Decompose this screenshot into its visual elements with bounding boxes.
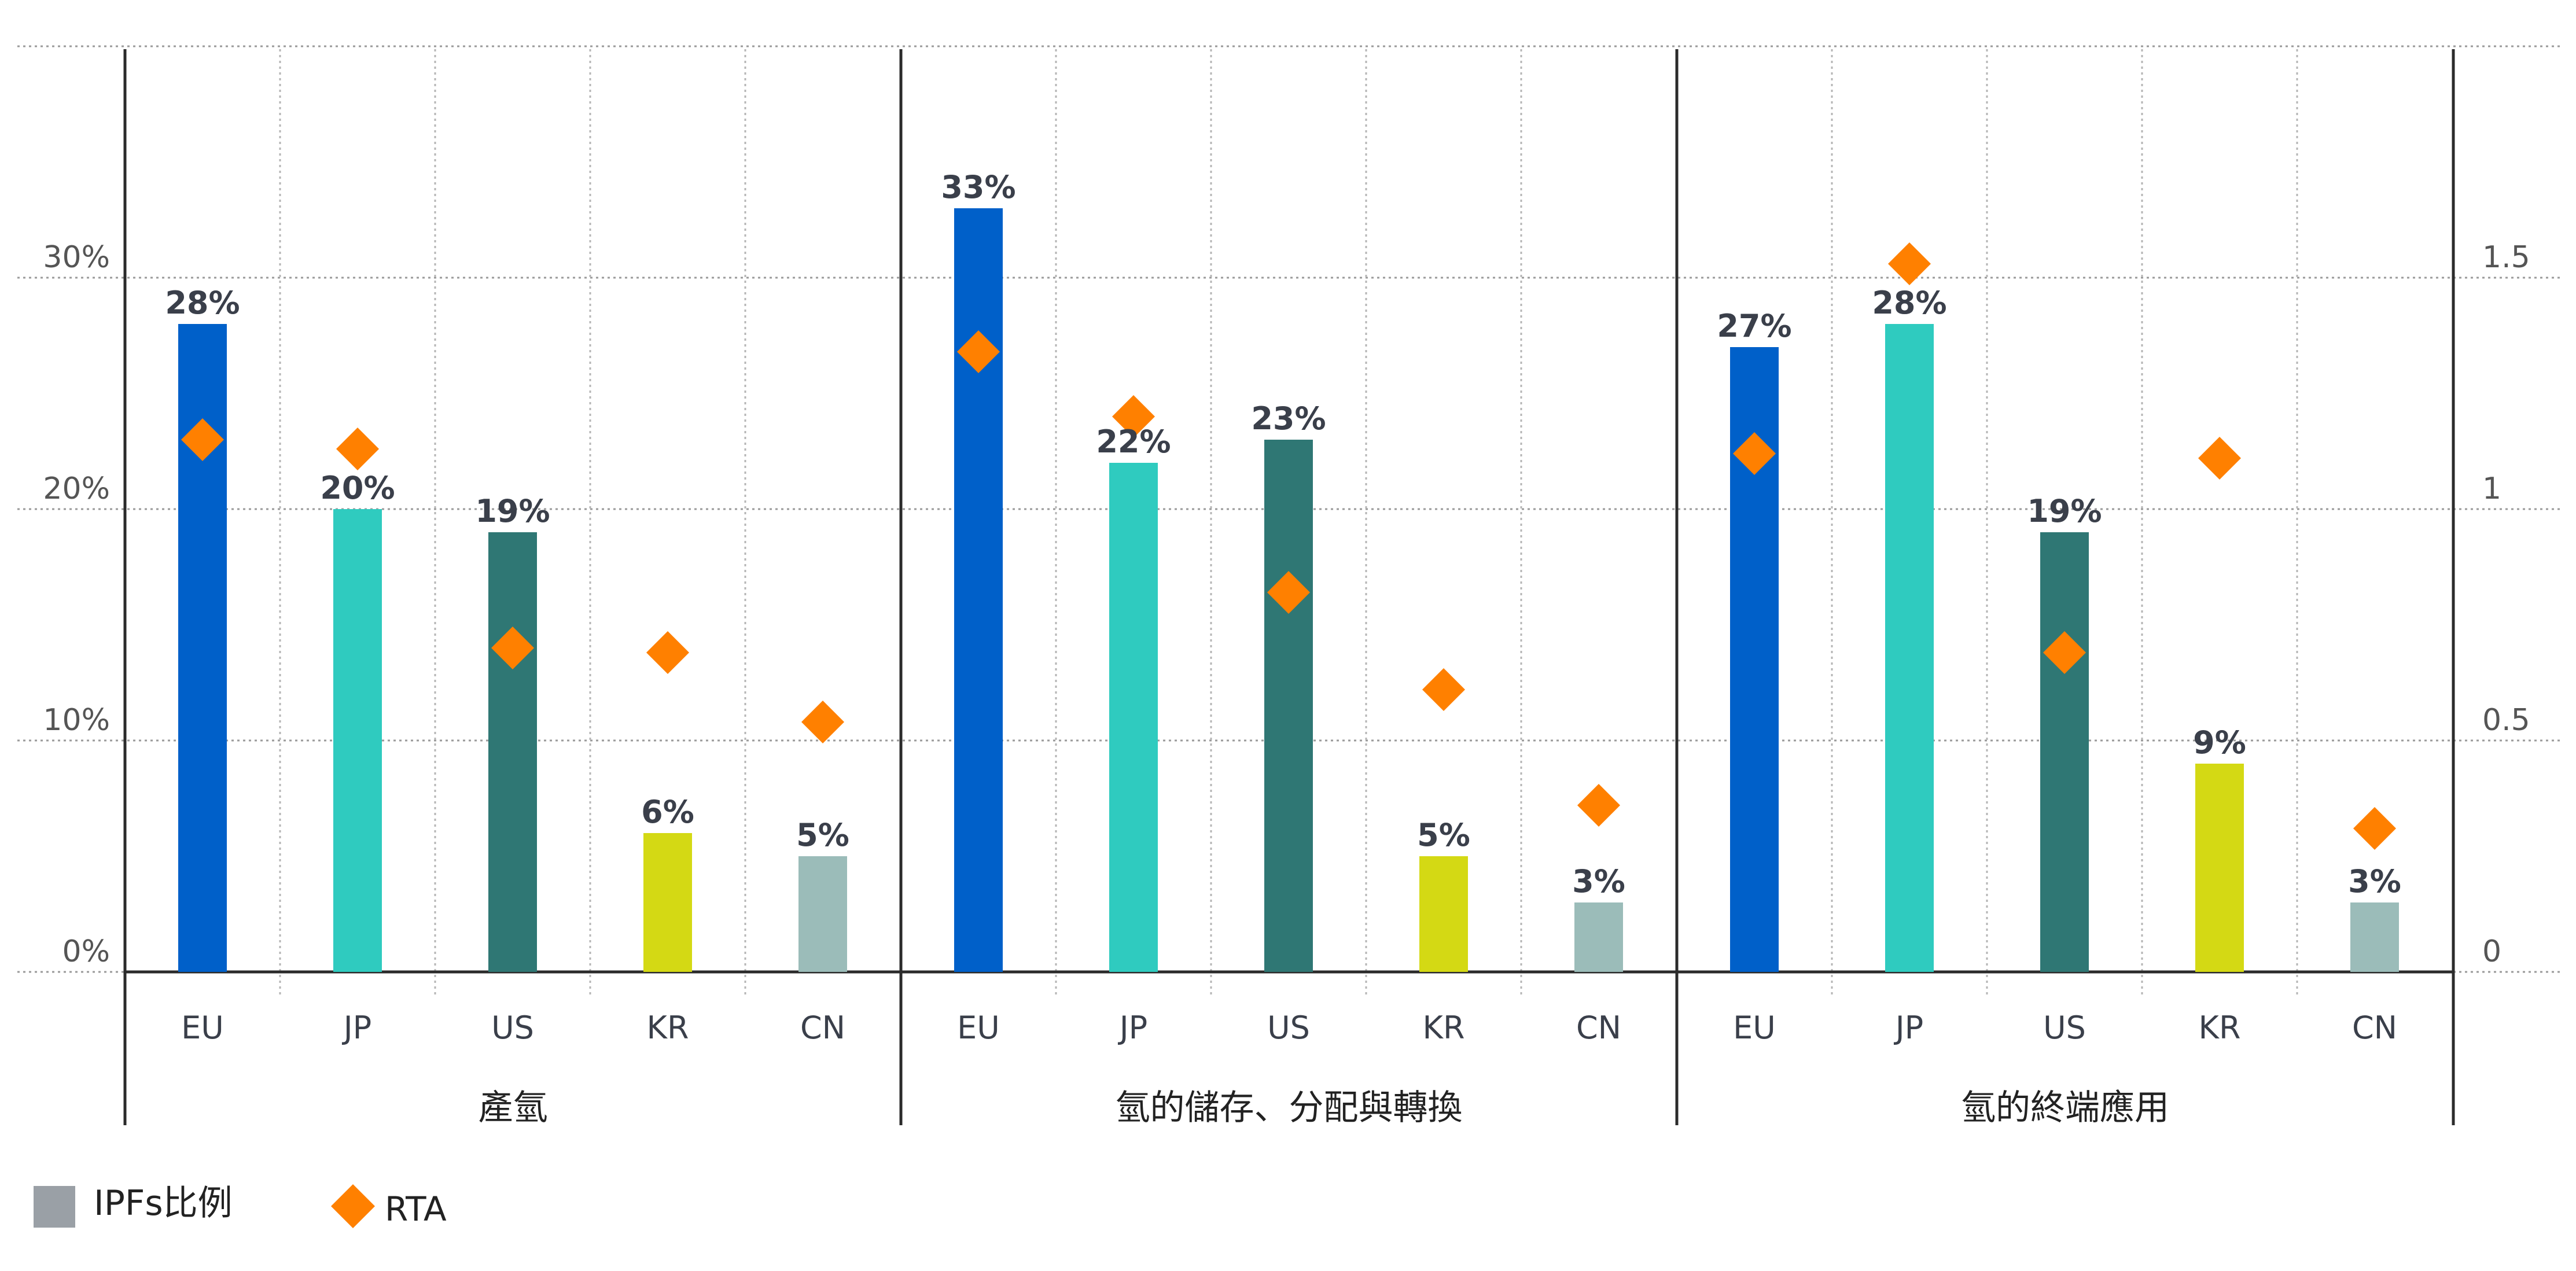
left-axis-tick-label: 30% [43, 240, 110, 275]
right-axis-tick-label: 0 [2482, 934, 2501, 969]
category-label-eu: EU [957, 1010, 1000, 1046]
legend-label-ipf: IPFs比例 [94, 1183, 233, 1224]
rta-marker [801, 701, 844, 743]
bar-value-label: 5% [796, 817, 849, 853]
bar-kr [643, 833, 692, 972]
bar-jp [333, 509, 382, 972]
rta-marker [1577, 784, 1620, 827]
rta-marker [1888, 242, 1931, 285]
bar-value-label: 28% [1872, 285, 1946, 321]
group-label: 氫的儲存、分配與轉換 [1116, 1088, 1463, 1128]
bar-jp [1109, 463, 1158, 972]
category-label-kr: KR [2199, 1010, 2241, 1046]
bar-cn [798, 856, 847, 972]
legend-swatch-ipf [34, 1186, 75, 1228]
rta-marker [336, 428, 379, 470]
legend: IPFs比例 RTA [34, 1183, 447, 1229]
category-label-cn: CN [2352, 1010, 2397, 1046]
bar-value-label: 20% [320, 470, 395, 506]
legend-marker-rta [331, 1184, 375, 1228]
bar-value-label: 3% [1572, 863, 1625, 900]
bar-value-label: 19% [2027, 493, 2102, 529]
category-label-us: US [1267, 1010, 1310, 1046]
bar-us [488, 532, 537, 972]
bar-kr [1419, 856, 1468, 972]
bar-value-label: 19% [475, 493, 550, 529]
bar-us [1264, 440, 1313, 972]
bar-value-label: 27% [1717, 308, 1791, 344]
rta-marker [2198, 437, 2241, 480]
left-axis-tick-label: 10% [43, 703, 110, 738]
bar-value-label: 23% [1251, 400, 1326, 437]
rta-marker [646, 631, 689, 674]
bar-eu [954, 208, 1003, 972]
category-label-cn: CN [800, 1010, 845, 1046]
bar-cn [1574, 902, 1623, 972]
category-label-cn: CN [1576, 1010, 1621, 1046]
rta-marker [1422, 668, 1465, 711]
right-axis-tick-label: 1.5 [2482, 240, 2530, 275]
bar-cn [2350, 902, 2399, 972]
right-axis-tick-label: 0.5 [2482, 703, 2530, 738]
group-label: 產氫 [479, 1088, 548, 1128]
left-axis-tick-label: 20% [43, 471, 110, 506]
category-label-eu: EU [1733, 1010, 1776, 1046]
bar-value-label: 33% [941, 169, 1015, 205]
bar-value-label: 22% [1096, 423, 1171, 460]
group-label: 氫的終端應用 [1961, 1088, 2169, 1128]
category-label-us: US [2043, 1010, 2086, 1046]
bar-value-label: 9% [2193, 724, 2246, 761]
category-label-jp: JP [342, 1010, 372, 1046]
bar-value-label: 28% [165, 285, 240, 321]
rta-marker [2353, 807, 2396, 850]
right-axis-tick-label: 1 [2482, 471, 2501, 506]
category-label-kr: KR [1423, 1010, 1465, 1046]
category-label-kr: KR [647, 1010, 689, 1046]
bar-value-label: 3% [2348, 863, 2401, 900]
category-label-jp: JP [1894, 1010, 1924, 1046]
legend-label-rta: RTA [385, 1189, 447, 1229]
category-label-us: US [491, 1010, 534, 1046]
bar-us [2040, 532, 2089, 972]
left-axis-tick-label: 0% [62, 934, 111, 969]
category-label-eu: EU [181, 1010, 224, 1046]
bar-jp [1885, 324, 1934, 972]
bar-kr [2195, 764, 2244, 972]
bar-value-label: 6% [641, 794, 694, 830]
bar-value-label: 5% [1417, 817, 1470, 853]
category-label-jp: JP [1118, 1010, 1148, 1046]
